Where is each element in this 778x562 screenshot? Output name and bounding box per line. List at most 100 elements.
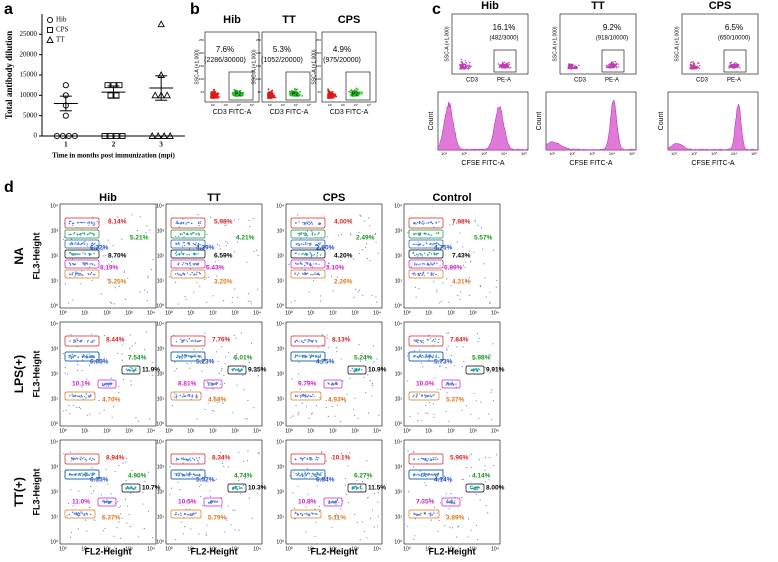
event-dot: [69, 354, 72, 357]
event-dot: [369, 260, 371, 262]
event-dot: [218, 360, 220, 363]
event-dot: [92, 341, 94, 343]
event-dot: [77, 528, 79, 530]
event-dot: [468, 65, 470, 68]
event-dot: [175, 459, 177, 462]
event-dot: [64, 265, 66, 267]
event-dot: [194, 339, 197, 341]
y-tick-label: 10⁰: [50, 421, 58, 427]
event-dot: [233, 219, 235, 221]
event-dot: [489, 291, 491, 293]
event-dot: [225, 240, 227, 243]
event-dot: [463, 68, 466, 70]
event-dot: [448, 301, 450, 303]
event-dot: [101, 383, 104, 385]
event-dot: [227, 466, 229, 468]
event-dot: [86, 378, 88, 380]
event-dot: [93, 264, 96, 266]
event-dot: [360, 215, 362, 217]
event-dot: [178, 262, 180, 264]
event-dot: [477, 486, 479, 488]
event-dot: [194, 354, 196, 356]
event-dot: [418, 355, 421, 357]
x-tick-label: 10¹: [441, 151, 447, 156]
y-tick-label: 200: [199, 51, 204, 55]
event-dot: [359, 360, 361, 362]
event-dot: [421, 475, 423, 477]
event-dot: [442, 282, 444, 284]
event-dot: [299, 388, 301, 390]
event-dot: [446, 332, 448, 334]
event-dot: [340, 508, 342, 510]
event-dot: [350, 370, 352, 372]
event-dot: [328, 501, 330, 503]
event-dot: [413, 339, 415, 341]
event-dot: [135, 367, 137, 369]
gate-percent: 6.32%: [90, 245, 109, 252]
event-dot: [508, 63, 510, 66]
event-dot: [246, 418, 249, 420]
gate-percent: 8.34%: [212, 455, 231, 462]
event-dot: [363, 220, 365, 222]
event-dot: [607, 66, 610, 68]
event-dot: [729, 62, 732, 64]
gate-percent: 5.37%: [446, 397, 465, 404]
event-dot: [209, 382, 211, 384]
event-dot: [464, 266, 466, 269]
event-dot: [361, 369, 363, 371]
event-dot: [70, 233, 72, 236]
event-dot: [428, 359, 430, 361]
plot-frame: [165, 203, 263, 309]
event-dot: [352, 258, 354, 260]
event-dot: [294, 356, 296, 358]
event-dot: [470, 466, 472, 468]
y-tick-label: 10¹: [51, 514, 59, 520]
event-dot: [303, 476, 306, 478]
event-dot: [295, 263, 297, 265]
event-dot: [120, 484, 122, 486]
event-dot: [100, 494, 102, 496]
event-dot: [312, 280, 315, 282]
y-tick-label: 10¹: [51, 396, 59, 402]
event-dot: [70, 356, 73, 359]
event-dot: [92, 457, 94, 460]
event-dot: [451, 499, 453, 501]
x-tick-label: 10⁵: [629, 151, 635, 156]
event-dot: [210, 500, 212, 502]
event-dot: [328, 90, 331, 93]
event-dot: [479, 284, 481, 287]
x-tick-label: 10⁴: [373, 428, 381, 434]
event-dot: [412, 252, 414, 255]
event-dot: [471, 369, 473, 372]
y-tick-label: 10⁰: [50, 539, 58, 545]
event-dot: [609, 67, 612, 69]
event-dot: [253, 217, 255, 219]
event-dot: [429, 401, 431, 404]
gate-percent: 4.21%: [236, 235, 255, 242]
event-dot: [300, 233, 302, 235]
event-dot: [462, 346, 464, 348]
y-tick-label: 50: [318, 90, 322, 94]
event-dot: [197, 354, 199, 357]
x-tick-label: 10⁴: [491, 428, 499, 434]
gate: [64, 453, 100, 465]
event-dot: [80, 408, 82, 410]
event-dot: [174, 273, 177, 275]
event-dot: [92, 473, 95, 476]
y-tick-label: 10²: [395, 489, 403, 495]
event-dot: [172, 256, 174, 258]
event-dot: [81, 386, 83, 388]
event-dot: [175, 474, 178, 476]
event-dot: [181, 396, 184, 398]
event-dot: [378, 414, 380, 416]
event-dot: [418, 234, 420, 237]
event-dot: [484, 456, 487, 458]
event-dot: [114, 287, 116, 289]
event-dot: [348, 90, 351, 93]
event-dot: [415, 396, 418, 398]
event-dot: [196, 459, 199, 462]
event-dot: [310, 264, 312, 266]
event-dot: [696, 67, 698, 70]
event-dot: [357, 487, 359, 489]
gate: [408, 335, 444, 347]
